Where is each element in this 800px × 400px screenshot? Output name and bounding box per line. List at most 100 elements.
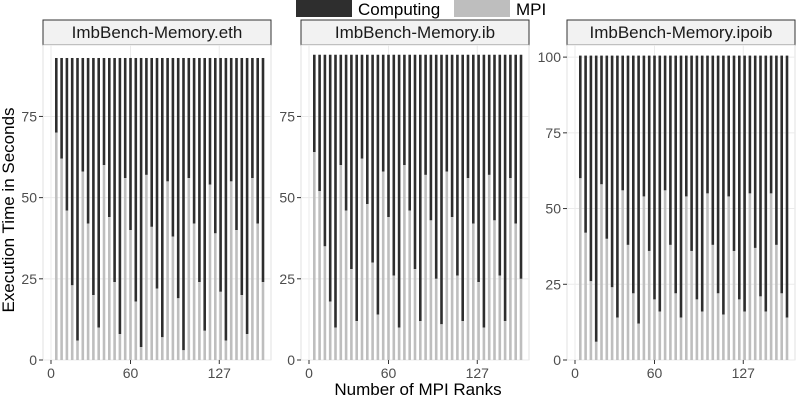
panel-title: ImbBench-Memory.ipoib bbox=[590, 23, 773, 42]
bar-mpi bbox=[123, 178, 127, 360]
bar-computing bbox=[706, 55, 709, 194]
bar-mpi bbox=[429, 220, 433, 360]
bar-computing bbox=[371, 54, 374, 263]
bar-computing bbox=[780, 55, 783, 294]
bar-computing bbox=[722, 55, 725, 315]
bar-computing bbox=[344, 54, 348, 211]
bar-mpi bbox=[97, 327, 100, 360]
bar-computing bbox=[387, 54, 390, 218]
bar-computing bbox=[97, 57, 100, 328]
bar-mpi bbox=[663, 190, 667, 360]
bar-computing bbox=[658, 55, 662, 312]
bar-computing bbox=[753, 55, 757, 248]
bar-mpi bbox=[472, 223, 475, 360]
bar-mpi bbox=[229, 181, 233, 360]
bar-computing bbox=[616, 55, 619, 318]
bar-mpi bbox=[155, 288, 159, 360]
bar-mpi bbox=[219, 291, 222, 360]
y-tick-label: 50 bbox=[21, 190, 37, 206]
bar-mpi bbox=[60, 158, 63, 360]
bar-computing bbox=[600, 55, 603, 185]
bar-computing bbox=[695, 55, 699, 300]
bar-computing bbox=[392, 54, 396, 276]
bar-computing bbox=[397, 54, 401, 328]
bar-mpi bbox=[769, 193, 773, 360]
panel-2: ImbBench-Memory.ib 0 25 50 75 0 60 127 bbox=[279, 19, 530, 381]
bar-computing bbox=[482, 54, 486, 328]
y-tick-label: 75 bbox=[21, 108, 37, 124]
bar-computing bbox=[81, 57, 85, 172]
bar-mpi bbox=[251, 178, 254, 360]
x-tick-label: 0 bbox=[571, 365, 579, 381]
bar-computing bbox=[219, 57, 222, 292]
bar-mpi bbox=[493, 220, 496, 360]
x-tick-label: 60 bbox=[381, 365, 397, 381]
y-tick-label: 0 bbox=[29, 352, 37, 368]
bar-computing bbox=[700, 55, 704, 312]
bar-mpi bbox=[695, 299, 699, 360]
bar-mpi bbox=[424, 174, 427, 360]
panel-3: ImbBench-Memory.ipoib 0 25 50 75 100 0 60 127 bbox=[538, 19, 796, 381]
bar-computing bbox=[208, 57, 212, 185]
bar-mpi bbox=[482, 327, 486, 360]
bar-computing bbox=[134, 57, 138, 302]
bar-computing bbox=[76, 57, 79, 341]
bar-mpi bbox=[102, 165, 106, 360]
bar-mpi bbox=[355, 321, 358, 360]
bar-mpi bbox=[92, 295, 95, 360]
bar-computing bbox=[187, 57, 191, 179]
bar-computing bbox=[229, 57, 233, 182]
bar-mpi bbox=[700, 311, 704, 360]
bar-computing bbox=[366, 54, 369, 205]
bar-computing bbox=[584, 55, 587, 233]
bar-computing bbox=[472, 54, 475, 224]
bar-mpi bbox=[139, 347, 143, 360]
bar-computing bbox=[743, 55, 746, 312]
bar-mpi bbox=[706, 193, 709, 360]
panel-strip bbox=[566, 19, 796, 46]
bar-mpi bbox=[626, 244, 630, 360]
bar-mpi bbox=[775, 244, 778, 360]
bar-computing bbox=[769, 55, 773, 194]
bar-computing bbox=[764, 55, 768, 312]
bar-computing bbox=[716, 55, 720, 294]
bar-computing bbox=[514, 54, 517, 224]
bar-computing bbox=[434, 54, 438, 279]
bar-mpi bbox=[743, 311, 746, 360]
bar-computing bbox=[139, 57, 143, 348]
y-tick-label: 25 bbox=[21, 271, 37, 287]
bar-computing bbox=[176, 57, 180, 299]
bar-computing bbox=[738, 55, 741, 300]
bar-computing bbox=[381, 54, 385, 172]
bar-computing bbox=[477, 54, 480, 283]
bar-mpi bbox=[224, 340, 228, 360]
bar-mpi bbox=[176, 298, 180, 360]
bar-mpi bbox=[584, 232, 587, 360]
bar-computing bbox=[376, 54, 380, 315]
bar-mpi bbox=[145, 174, 148, 360]
panel-1: ImbBench-Memory.eth 0 25 50 75 0 60 127 bbox=[21, 19, 272, 381]
bar-mpi bbox=[616, 317, 619, 360]
bar-computing bbox=[610, 55, 614, 288]
bar-computing bbox=[456, 54, 459, 276]
bar-mpi bbox=[166, 181, 169, 360]
bar-computing bbox=[55, 57, 58, 133]
bar-mpi bbox=[65, 210, 69, 360]
panel-strip bbox=[42, 19, 272, 46]
y-tick-label: 50 bbox=[545, 201, 561, 217]
bar-computing bbox=[318, 54, 321, 192]
bar-mpi bbox=[261, 282, 265, 360]
bar-mpi bbox=[108, 217, 111, 360]
bar-mpi bbox=[621, 190, 624, 360]
bar-computing bbox=[466, 54, 470, 179]
bar-mpi bbox=[764, 311, 768, 360]
y-tick-label: 100 bbox=[538, 49, 562, 65]
bar-mpi bbox=[198, 282, 201, 360]
bar-mpi bbox=[487, 174, 491, 360]
bar-computing bbox=[589, 55, 593, 282]
bar-mpi bbox=[397, 327, 401, 360]
y-tick-label: 75 bbox=[279, 108, 295, 124]
bar-mpi bbox=[722, 314, 725, 360]
bar-mpi bbox=[214, 233, 217, 360]
